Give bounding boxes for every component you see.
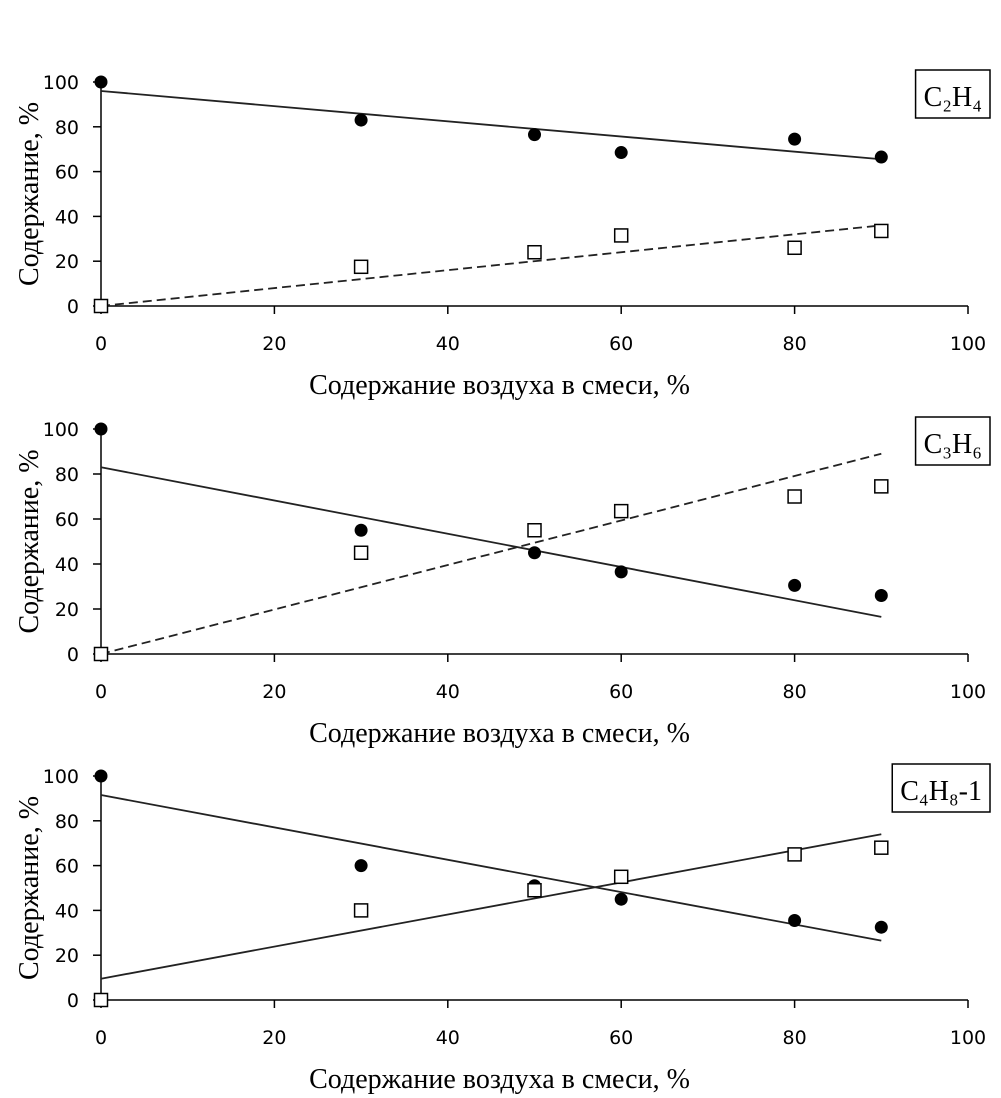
point (787, 847, 802, 862)
x-tick-label: 80 (783, 1027, 807, 1049)
x-tick-label: 20 (262, 333, 286, 355)
point (93, 992, 109, 1008)
x-tick-label: 60 (609, 681, 633, 703)
point (614, 565, 628, 579)
x-tick-label: 20 (262, 1027, 286, 1049)
point (614, 146, 628, 160)
point (874, 589, 888, 602)
point (94, 75, 108, 89)
y-axis-label: Содержание, % (14, 102, 45, 286)
x-axis-label: Содержание воздуха в смеси, % (309, 718, 690, 749)
point (787, 240, 802, 256)
y-tick-label: 100 (43, 766, 79, 788)
panel-label: C₂H₄ (924, 82, 982, 113)
y-tick-label: 80 (55, 811, 79, 833)
panel-label: C₃H₆ (924, 429, 982, 460)
panel-label: C₄H₈-1 (900, 776, 982, 807)
point (527, 523, 542, 538)
y-tick-label: 100 (43, 419, 79, 441)
point (874, 223, 889, 239)
panel-label-box (914, 69, 991, 119)
point (353, 545, 369, 560)
x-tick-label: 0 (95, 1027, 107, 1049)
trend-line (100, 90, 882, 161)
point (613, 869, 629, 885)
x-tick-label: 100 (950, 333, 986, 355)
x-tick-label: 40 (436, 333, 460, 355)
x-tick-label: 0 (95, 333, 107, 355)
y-tick-label: 80 (55, 117, 79, 139)
point (353, 903, 369, 918)
y-tick-label: 80 (55, 464, 79, 486)
x-tick-label: 100 (950, 681, 986, 703)
point (788, 913, 802, 927)
point (874, 479, 889, 494)
panel-label-box (914, 416, 991, 466)
point (354, 523, 368, 537)
point (874, 150, 888, 164)
x-axis-label: Содержание воздуха в смеси, % (309, 1064, 690, 1095)
y-tick-label: 100 (43, 72, 79, 94)
point (93, 298, 109, 314)
trend-line (100, 466, 882, 618)
point (93, 646, 109, 662)
x-axis-label: Содержание воздуха в смеси, % (309, 370, 690, 401)
x-tick-label: 0 (95, 681, 107, 703)
point (614, 892, 628, 906)
point (874, 920, 888, 934)
x-tick-label: 100 (950, 1027, 986, 1049)
y-axis-label: Содержание, % (14, 449, 45, 633)
y-tick-label: 20 (55, 251, 79, 273)
x-tick-label: 60 (609, 333, 633, 355)
y-axis-label: Содержание, % (14, 796, 45, 980)
point (354, 859, 368, 873)
y-tick-label: 0 (67, 990, 79, 1012)
point (613, 503, 629, 519)
point (788, 578, 802, 592)
point (353, 259, 369, 275)
x-tick-label: 20 (262, 681, 286, 703)
y-tick-label: 0 (67, 296, 79, 318)
y-tick-label: 40 (55, 900, 79, 922)
trend-line (100, 794, 882, 942)
y-tick-label: 60 (55, 509, 79, 531)
point (613, 228, 629, 243)
x-tick-label: 80 (783, 681, 807, 703)
point (528, 128, 541, 142)
point (94, 769, 108, 783)
point (354, 113, 368, 127)
point (874, 840, 889, 855)
point (787, 489, 802, 504)
x-tick-label: 60 (609, 1027, 633, 1049)
trend-line (100, 833, 882, 980)
point (527, 244, 542, 260)
trend-line (100, 452, 882, 655)
panel-label-box (891, 763, 991, 813)
point (528, 546, 541, 560)
y-tick-label: 20 (55, 945, 79, 967)
x-tick-label: 40 (436, 681, 460, 703)
y-tick-label: 0 (67, 644, 79, 666)
y-tick-label: 40 (55, 206, 79, 228)
trend-line (100, 224, 882, 307)
x-tick-label: 80 (783, 333, 807, 355)
point (788, 132, 802, 146)
y-tick-label: 60 (55, 162, 79, 184)
x-tick-label: 40 (436, 1027, 460, 1049)
point (527, 882, 542, 898)
y-tick-label: 60 (55, 856, 79, 878)
y-tick-label: 40 (55, 554, 79, 576)
y-tick-label: 20 (55, 599, 79, 621)
point (94, 422, 108, 436)
